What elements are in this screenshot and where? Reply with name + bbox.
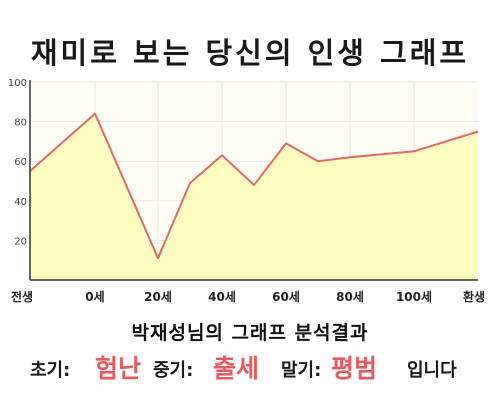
x-tick-label: 80세	[336, 289, 364, 304]
series-line	[29, 112, 479, 260]
y-tick-label: 100	[8, 78, 27, 89]
x-tick-label: 100세	[396, 289, 432, 304]
x-tick-labels: 전생 0세 20세 40세 60세 80세 100세 환생	[11, 289, 485, 304]
y-tick-label: 20	[14, 236, 27, 247]
x-tick-label: 0세	[85, 289, 104, 304]
late-label: 말기:	[281, 360, 322, 381]
x-tick-label: 60세	[272, 289, 300, 304]
early-label: 초기:	[30, 360, 71, 381]
life-graph-chart: 20 40 60 80 100 전생 0세 20세 40세 60세 80세 100세 환생	[8, 78, 485, 304]
y-tick-label: 60	[14, 157, 27, 168]
x-tick-label: 전생	[11, 289, 33, 304]
middle-value: 출세	[213, 354, 260, 383]
x-tick-label: 20세	[144, 289, 172, 304]
y-tick-label: 40	[14, 197, 27, 208]
late-value: 평범	[331, 354, 378, 383]
chart-title: 재미로 보는 당신의 인생 그래프	[30, 36, 470, 70]
early-value: 험난	[95, 354, 142, 383]
y-tick-labels: 20 40 60 80 100	[8, 78, 27, 247]
x-tick-label: 환생	[463, 289, 485, 304]
analysis-title: 박재성님의 그래프 분석결과	[131, 322, 369, 344]
ending-text: 입니다	[407, 360, 457, 381]
analysis-result: 초기: 험난 중기: 출세 말기: 평범 입니다	[0, 348, 500, 383]
area-fill	[30, 113, 478, 281]
middle-label: 중기:	[153, 360, 194, 381]
y-tick-label: 80	[14, 118, 27, 129]
axes	[29, 80, 478, 281]
x-tick-label: 40세	[208, 289, 236, 304]
